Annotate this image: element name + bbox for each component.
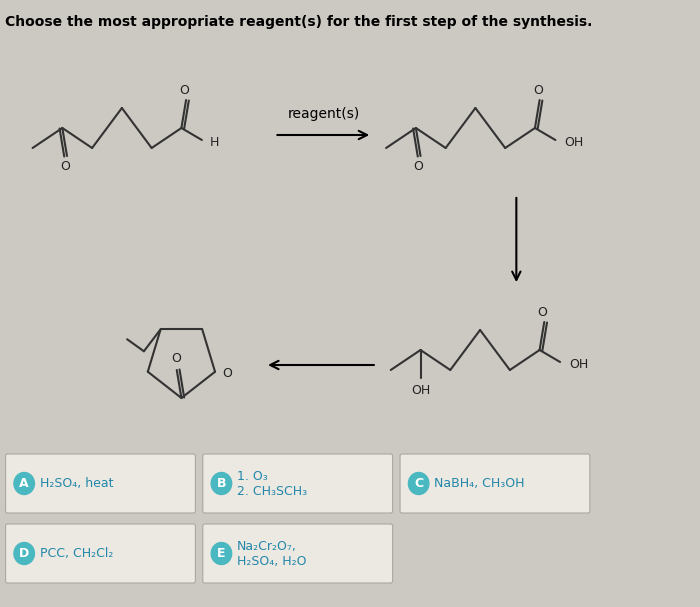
- Text: Na₂Cr₂O₇,: Na₂Cr₂O₇,: [237, 540, 297, 553]
- FancyBboxPatch shape: [203, 524, 393, 583]
- FancyBboxPatch shape: [6, 454, 195, 513]
- Text: O: O: [171, 351, 181, 364]
- Circle shape: [14, 472, 34, 495]
- Text: NaBH₄, CH₃OH: NaBH₄, CH₃OH: [435, 477, 525, 490]
- Text: OH: OH: [569, 358, 589, 370]
- Text: reagent(s): reagent(s): [288, 107, 360, 121]
- Text: C: C: [414, 477, 424, 490]
- Text: OH: OH: [411, 384, 430, 396]
- Text: H₂SO₄, H₂O: H₂SO₄, H₂O: [237, 555, 307, 568]
- Circle shape: [14, 543, 34, 565]
- Text: H₂SO₄, heat: H₂SO₄, heat: [40, 477, 113, 490]
- Text: O: O: [538, 305, 547, 319]
- Text: O: O: [223, 367, 232, 380]
- Text: O: O: [533, 84, 542, 97]
- Text: 2. CH₃SCH₃: 2. CH₃SCH₃: [237, 485, 307, 498]
- Text: PCC, CH₂Cl₂: PCC, CH₂Cl₂: [40, 547, 113, 560]
- FancyBboxPatch shape: [203, 454, 393, 513]
- Circle shape: [211, 543, 232, 565]
- Text: OH: OH: [565, 135, 584, 149]
- Text: H: H: [209, 137, 218, 149]
- Circle shape: [408, 472, 429, 495]
- FancyBboxPatch shape: [6, 524, 195, 583]
- Text: B: B: [217, 477, 226, 490]
- Text: 1. O₃: 1. O₃: [237, 470, 268, 483]
- Text: E: E: [217, 547, 225, 560]
- Text: A: A: [20, 477, 29, 490]
- Text: Choose the most appropriate reagent(s) for the first step of the synthesis.: Choose the most appropriate reagent(s) f…: [5, 15, 592, 29]
- Text: O: O: [60, 160, 70, 172]
- Circle shape: [211, 472, 232, 495]
- FancyBboxPatch shape: [400, 454, 590, 513]
- Text: D: D: [19, 547, 29, 560]
- Text: O: O: [179, 84, 189, 97]
- Text: O: O: [414, 160, 424, 172]
